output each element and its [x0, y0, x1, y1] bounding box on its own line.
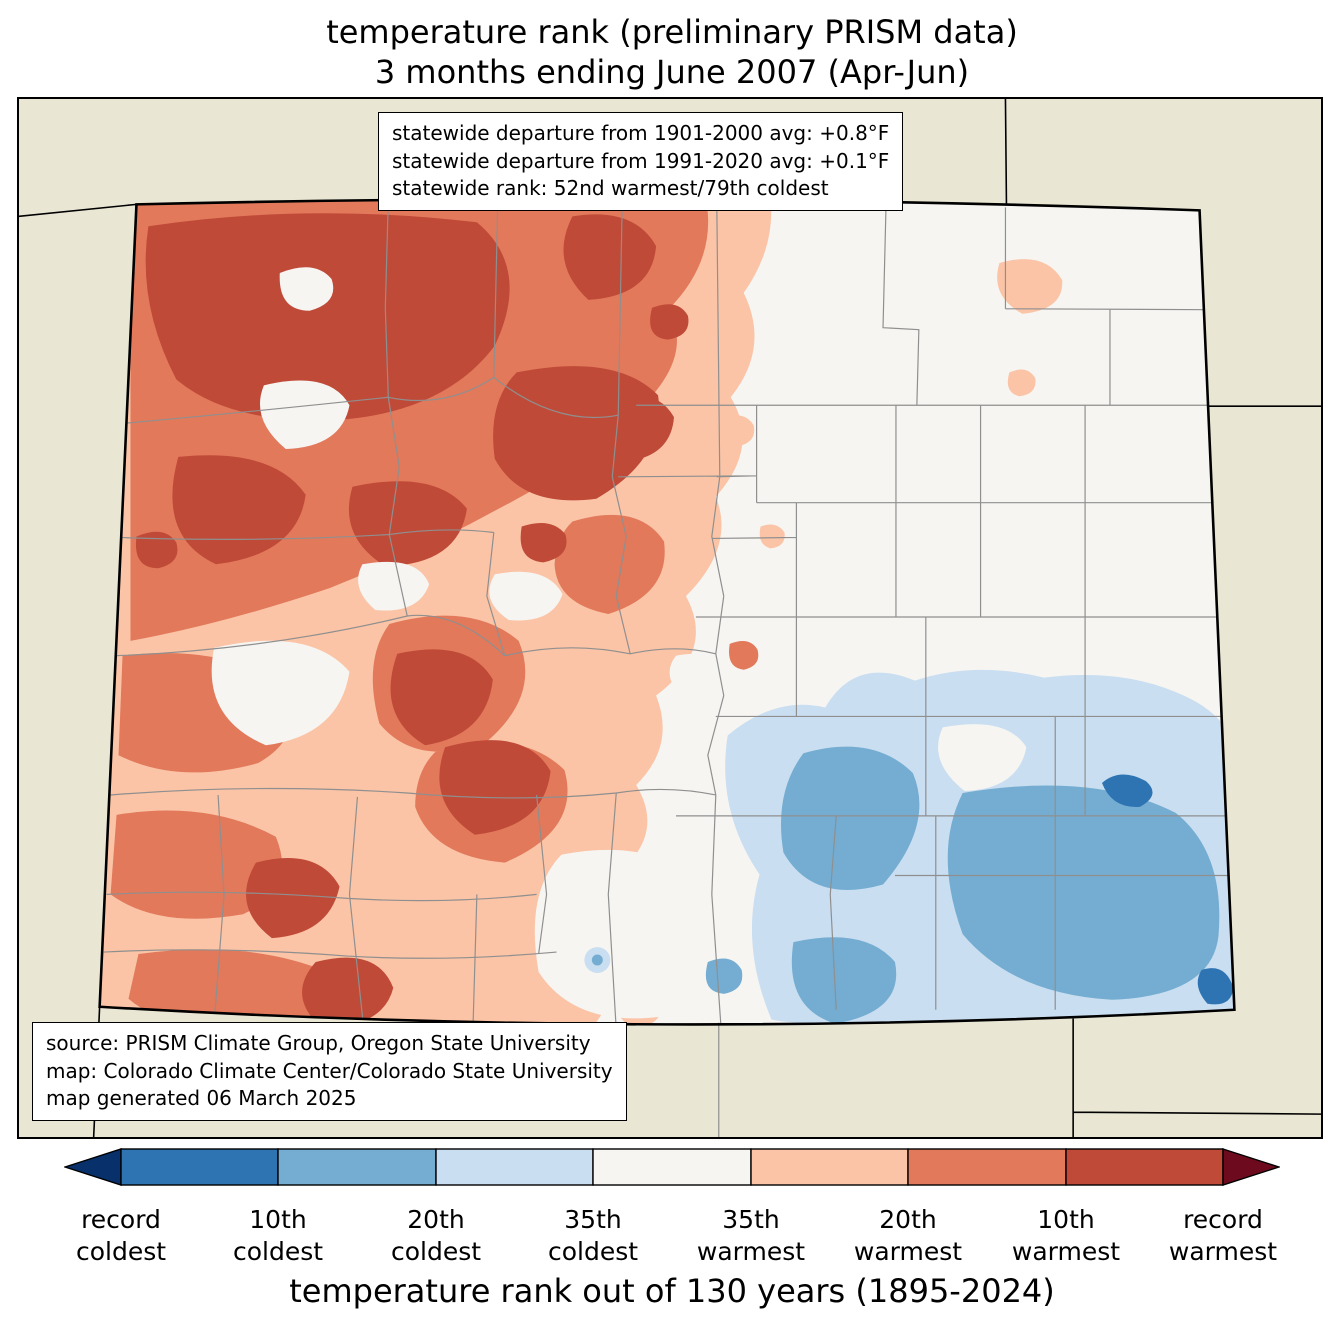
neighbor-state-borders — [19, 99, 1321, 1137]
stats-line-2: statewide departure from 1991-2020 avg: … — [392, 148, 890, 173]
colorbar-arrow-record-coldest — [64, 1148, 122, 1186]
cbar-label-record-warmest: record warmest — [1168, 1205, 1278, 1266]
colorbar-caption: temperature rank out of 130 years (1895-… — [289, 1272, 1055, 1310]
colorbar-arrow-record-warmest — [1222, 1148, 1280, 1186]
county-boundaries — [103, 200, 1235, 1025]
statewide-stats-box: statewide departure from 1901-2000 avg: … — [378, 112, 904, 211]
cold-20-dot — [591, 954, 603, 966]
source-box: source: PRISM Climate Group, Oregon Stat… — [32, 1022, 627, 1121]
colorbar-seg-cold-35 — [435, 1148, 594, 1186]
cbar-label-20th-coldest: 20th coldest — [390, 1205, 482, 1266]
state-interior-layer — [99, 199, 1235, 1025]
source-line-3: map generated 06 March 2025 — [46, 1086, 357, 1111]
cbar-label-10th-coldest: 10th coldest — [232, 1205, 324, 1266]
source-line-1: source: PRISM Climate Group, Oregon Stat… — [46, 1031, 591, 1056]
title-line-1: temperature rank (preliminary PRISM data… — [326, 13, 1018, 51]
cbar-label-35th-coldest: 35th coldest — [547, 1205, 639, 1266]
cbar-label-10th-warmest: 10th warmest — [1011, 1205, 1121, 1266]
neutral-holes — [211, 267, 728, 1019]
title-line-2: 3 months ending June 2007 (Apr-Jun) — [374, 53, 970, 92]
cold-10-region — [1102, 774, 1234, 1005]
colorbar-seg-warm-20 — [907, 1148, 1067, 1186]
colorbar-labels: record coldest 10th coldest 20th coldest… — [0, 1204, 1344, 1268]
stats-line-1: statewide departure from 1901-2000 avg: … — [392, 121, 890, 145]
colorbar-seg-neutral — [592, 1148, 752, 1186]
cbar-label-35th-warmest: 35th warmest — [696, 1205, 806, 1266]
stats-line-3: statewide rank: 52nd warmest/79th coldes… — [392, 176, 829, 201]
temperature-rank-colorbar — [64, 1148, 1280, 1186]
map-panel: statewide departure from 1901-2000 avg: … — [17, 97, 1323, 1139]
colorado-temperature-rank-map — [19, 99, 1321, 1137]
colorbar-seg-cold-20 — [277, 1148, 437, 1186]
colorbar-seg-cold-10 — [120, 1148, 279, 1186]
colorbar-seg-warm-35 — [750, 1148, 909, 1186]
neutral-hole-in-blue — [938, 724, 1027, 791]
figure-title: temperature rank (preliminary PRISM data… — [0, 12, 1344, 93]
source-line-2: map: Colorado Climate Center/Colorado St… — [46, 1058, 613, 1083]
colorbar-seg-warm-10 — [1065, 1148, 1224, 1186]
cbar-label-20th-warmest: 20th warmest — [853, 1205, 963, 1266]
cbar-label-record-coldest: record coldest — [75, 1205, 167, 1266]
